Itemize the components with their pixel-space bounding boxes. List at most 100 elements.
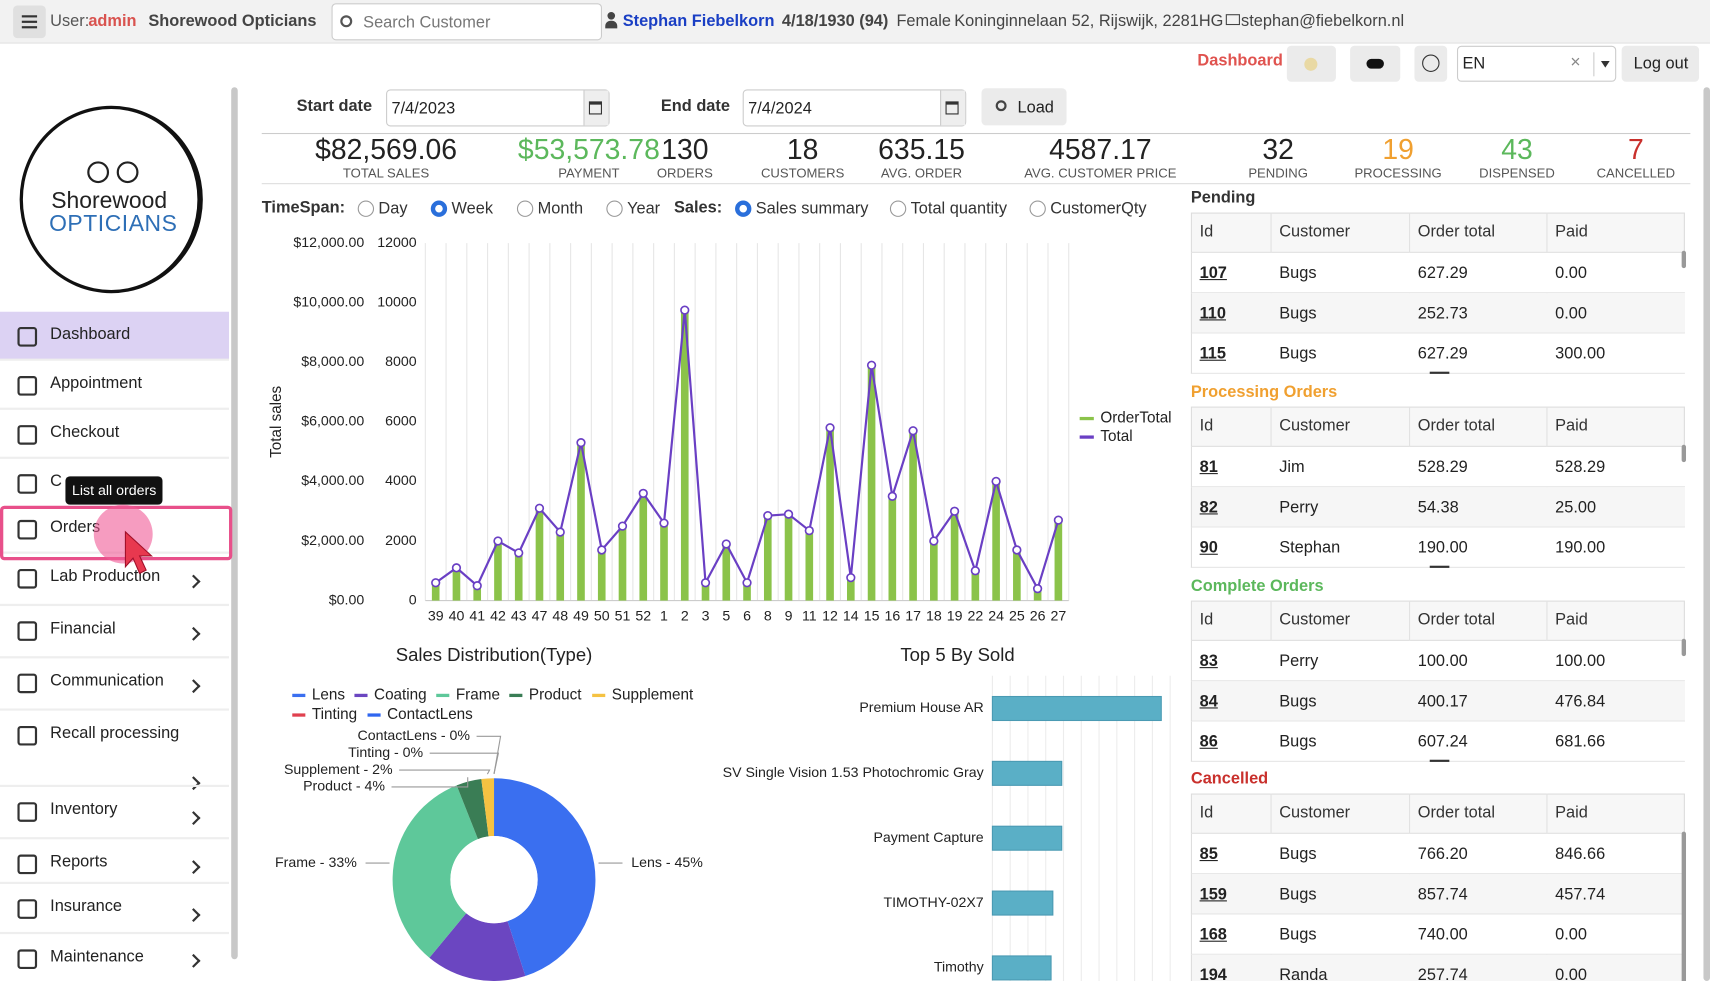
sales-label: Sales: — [674, 198, 722, 217]
toolbar-button[interactable] — [1287, 46, 1336, 82]
toolbar-button[interactable] — [1414, 46, 1447, 82]
customer-name[interactable]: Stephan Fiebelkorn — [623, 12, 775, 31]
table-cell: 0.00 — [1555, 264, 1587, 283]
search-box[interactable]: Search Customer — [332, 3, 602, 40]
menu-icon — [17, 425, 37, 445]
x-tick-label: 24 — [988, 609, 1004, 625]
page-scrollbar — [1703, 87, 1710, 981]
toolbar-button[interactable] — [1350, 46, 1400, 82]
language-select[interactable]: EN× — [1457, 46, 1616, 82]
menu-item[interactable]: Insurance — [50, 897, 122, 916]
radio[interactable] — [431, 201, 447, 217]
x-tick-label: 42 — [490, 609, 506, 625]
label-leader — [392, 777, 468, 787]
menu-item[interactable]: Dashboard — [50, 325, 130, 344]
menu-item[interactable]: Inventory — [50, 800, 117, 819]
menu-item[interactable]: Reports — [50, 852, 107, 871]
radio[interactable] — [606, 201, 622, 217]
order-id-link[interactable]: 159 — [1200, 885, 1227, 904]
radio[interactable] — [735, 201, 751, 217]
line-point — [536, 504, 544, 512]
order-id-link[interactable]: 84 — [1200, 692, 1218, 711]
bar — [992, 956, 1051, 980]
line-point — [702, 579, 710, 587]
data-label: Lens - 45% — [631, 855, 703, 871]
order-id-link[interactable]: 168 — [1200, 925, 1227, 944]
line-point — [453, 564, 461, 572]
menu-item[interactable]: Appointment — [50, 374, 142, 393]
y2-tick-label: 10000 — [377, 294, 417, 310]
order-id-link[interactable]: 90 — [1200, 538, 1218, 557]
table-cell: 0.00 — [1555, 304, 1587, 323]
bar — [826, 428, 834, 601]
legend-label: ContactLens — [387, 706, 473, 723]
date-input[interactable]: 7/4/2023 — [386, 89, 610, 126]
calendar-icon — [589, 101, 602, 114]
radio[interactable] — [1029, 201, 1045, 217]
radio-label[interactable]: CustomerQty — [1050, 199, 1146, 218]
bar — [889, 496, 897, 600]
radio[interactable] — [358, 201, 374, 217]
order-id-link[interactable]: 85 — [1200, 845, 1218, 864]
x-tick-label: 12 — [822, 609, 838, 625]
order-id-link[interactable]: 110 — [1200, 304, 1226, 323]
x-tick-label: 41 — [469, 609, 485, 625]
y2-tick-label: 12000 — [377, 235, 417, 251]
order-id-link[interactable]: 83 — [1200, 652, 1218, 671]
load-button[interactable]: Load — [982, 88, 1067, 125]
scroll-dash — [1430, 760, 1450, 762]
y-tick-label: $6,000.00 — [301, 414, 364, 430]
menu-button[interactable] — [13, 5, 46, 38]
stat-value: 7 — [1549, 133, 1710, 167]
logo-bottom: OPTICIANS — [49, 211, 177, 237]
x-tick-label: 49 — [573, 609, 589, 625]
stat-value: $82,569.06 — [299, 133, 473, 167]
legend-label: Total — [1100, 428, 1132, 445]
radio-label[interactable]: Month — [538, 199, 583, 218]
radio-label[interactable]: Day — [378, 199, 407, 218]
bar — [992, 761, 1061, 785]
order-id-link[interactable]: 107 — [1200, 264, 1227, 283]
menu-divider — [0, 837, 229, 839]
customer-email: stephan@fiebelkorn.nl — [1241, 12, 1404, 31]
order-id-link[interactable]: 194 — [1200, 966, 1227, 981]
customer-dob: 4/18/1930 (94) — [782, 12, 888, 31]
column-header: Order total — [1418, 803, 1495, 822]
label-leader — [399, 770, 489, 774]
radio[interactable] — [890, 201, 906, 217]
bar — [805, 531, 813, 601]
menu-item[interactable]: Communication — [50, 671, 164, 690]
menu-item[interactable]: C — [50, 472, 62, 491]
logout-button[interactable]: Log out — [1622, 46, 1699, 82]
x-tick-label: 26 — [1030, 609, 1046, 625]
menu-item[interactable]: Maintenance — [50, 947, 144, 966]
menu-item[interactable]: Lab Production — [50, 567, 160, 586]
menu-item[interactable]: Checkout — [50, 423, 119, 442]
line-point — [992, 478, 1000, 486]
radio-label[interactable]: Total quantity — [911, 199, 1007, 218]
y-axis-title: Total sales — [268, 385, 285, 457]
dashboard-link[interactable]: Dashboard — [1197, 51, 1282, 70]
radio-label[interactable]: Year — [627, 199, 660, 218]
line-point — [785, 510, 793, 518]
date-label: End date — [661, 97, 730, 116]
order-id-link[interactable]: 86 — [1200, 732, 1218, 751]
table-title: Processing Orders — [1191, 383, 1337, 402]
cloud-icon — [1366, 59, 1383, 69]
menu-item[interactable]: Recall processing — [50, 724, 179, 743]
x-tick-label: 18 — [926, 609, 942, 625]
data-label: Frame - 33% — [275, 855, 357, 871]
bar — [909, 431, 917, 601]
radio-label[interactable]: Sales summary — [756, 199, 869, 218]
order-id-link[interactable]: 115 — [1200, 344, 1226, 363]
date-input[interactable]: 7/4/2024 — [743, 89, 967, 126]
order-id-link[interactable]: 81 — [1200, 458, 1218, 477]
table-cell: Bugs — [1279, 264, 1316, 283]
line-point — [556, 528, 564, 536]
radio[interactable] — [517, 201, 533, 217]
radio-label[interactable]: Week — [451, 199, 493, 218]
menu-item[interactable]: Financial — [50, 619, 115, 638]
table-cell: 0.00 — [1555, 925, 1587, 944]
column-header: Customer — [1279, 222, 1350, 241]
order-id-link[interactable]: 82 — [1200, 498, 1218, 517]
